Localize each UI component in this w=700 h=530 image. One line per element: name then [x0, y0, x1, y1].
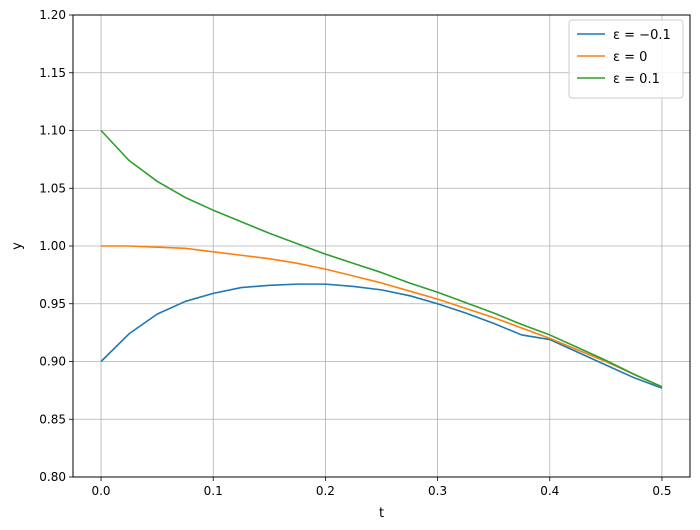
y-tick-label: 1.05: [39, 181, 66, 195]
series-lines: [100, 129, 663, 389]
x-tick-label: 0.4: [540, 484, 559, 498]
axis-ticks: 0.0 0.1 0.2 0.3 0.4 0.5 0.80 0.85 0.90 0.95 1.00 1.…: [39, 8, 671, 498]
legend-label-1: ε = 0: [613, 50, 647, 65]
legend: ε = −0.1 ε = 0 ε = 0.1: [568, 19, 684, 99]
x-tick-label: 0.0: [91, 484, 110, 498]
x-tick-label: 0.5: [652, 484, 671, 498]
y-tick-label: 0.85: [39, 412, 66, 426]
series-line-0: [100, 283, 663, 389]
y-tick-label: 0.95: [39, 297, 66, 311]
x-tick-label: 0.1: [204, 484, 223, 498]
y-tick-label: 0.90: [39, 355, 66, 369]
x-axis-label: t: [379, 506, 384, 521]
y-axis-label: y: [10, 242, 25, 250]
x-tick-label: 0.3: [428, 484, 447, 498]
y-tick-label: 1.20: [39, 8, 66, 22]
x-tick-label: 0.2: [316, 484, 335, 498]
y-tick-label: 1.10: [39, 124, 66, 138]
legend-label-2: ε = 0.1: [613, 72, 660, 87]
series-line-2: [100, 129, 663, 388]
y-tick-label: 0.80: [39, 470, 66, 484]
y-tick-label: 1.00: [39, 239, 66, 253]
y-tick-label: 1.15: [39, 66, 66, 80]
legend-label-0: ε = −0.1: [613, 28, 671, 43]
series-line-1: [101, 245, 663, 388]
